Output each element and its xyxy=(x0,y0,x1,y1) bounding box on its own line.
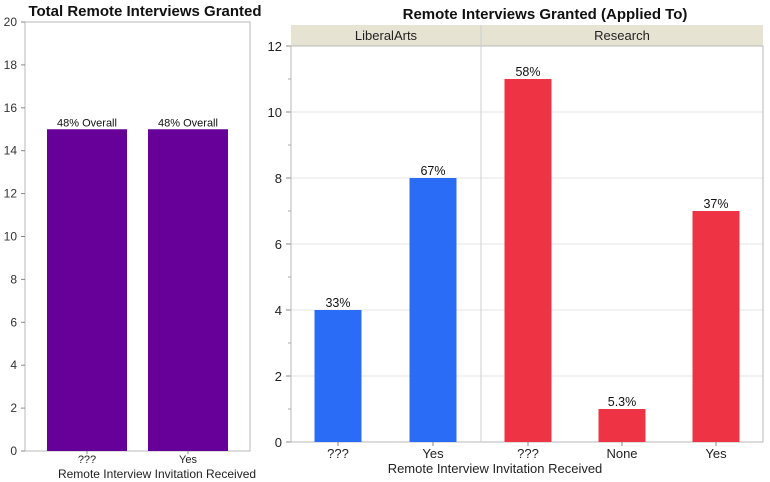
left-x-tick-label: ??? xyxy=(78,454,96,466)
right-y-tick-label: 6 xyxy=(275,237,282,252)
left-y-tick-label: 12 xyxy=(4,187,18,201)
left-y-tick-label: 6 xyxy=(10,315,17,329)
left-y-tick-label: 8 xyxy=(10,272,17,286)
right-bar xyxy=(504,79,552,442)
left-y-tick-label: 4 xyxy=(10,358,17,372)
left-chart: Total Remote Interviews Granted Remote I… xyxy=(4,3,262,481)
right-y-tick-label: 4 xyxy=(275,303,282,318)
left-y-tick-label: 16 xyxy=(4,101,18,115)
right-x-tick-label: Yes xyxy=(422,446,444,461)
right-data-label: 33% xyxy=(325,296,350,310)
right-data-label: 58% xyxy=(515,65,540,79)
left-chart-title: Total Remote Interviews Granted xyxy=(28,3,261,20)
left-bar xyxy=(47,129,127,451)
right-chart-title: Remote Interviews Granted (Applied To) xyxy=(403,6,688,23)
right-data-label: 5.3% xyxy=(608,395,637,409)
right-data-label: 37% xyxy=(703,197,728,211)
left-y-tick-label: 10 xyxy=(4,230,18,244)
right-x-tick-label: ??? xyxy=(327,446,349,461)
left-y-tick-label: 18 xyxy=(4,58,18,72)
left-x-axis-label: Remote Interview Invitation Received xyxy=(58,467,256,481)
left-x-tick-label: Yes xyxy=(179,454,197,466)
right-x-tick-label: Yes xyxy=(705,446,727,461)
left-y-tick-label: 0 xyxy=(10,444,17,458)
facet-label-liberalarts: LiberalArts xyxy=(355,28,418,43)
right-bar xyxy=(314,310,362,442)
right-y-tick-label: 10 xyxy=(268,105,282,120)
left-y-tick-label: 2 xyxy=(10,401,17,415)
right-y-tick-label: 0 xyxy=(275,435,282,450)
right-x-axis-label: Remote Interview Invitation Received xyxy=(388,461,603,476)
right-bar xyxy=(598,409,646,442)
left-y-tick-label: 20 xyxy=(4,15,18,29)
left-bar xyxy=(148,129,228,451)
left-data-label: 48% Overall xyxy=(57,117,117,129)
facet-label-research: Research xyxy=(594,28,650,43)
facet-header-bar xyxy=(291,25,763,46)
right-y-tick-label: 8 xyxy=(275,171,282,186)
right-x-tick-label: ??? xyxy=(517,446,539,461)
right-bar xyxy=(409,178,457,442)
right-bar xyxy=(692,211,740,442)
right-x-tick-label: None xyxy=(606,446,637,461)
right-y-tick-label: 2 xyxy=(275,369,282,384)
right-data-label: 67% xyxy=(420,164,445,178)
right-y-tick-label: 12 xyxy=(268,39,282,54)
left-data-label: 48% Overall xyxy=(158,117,218,129)
left-y-tick-label: 14 xyxy=(4,144,18,158)
right-chart: Remote Interviews Granted (Applied To) L… xyxy=(268,6,764,476)
